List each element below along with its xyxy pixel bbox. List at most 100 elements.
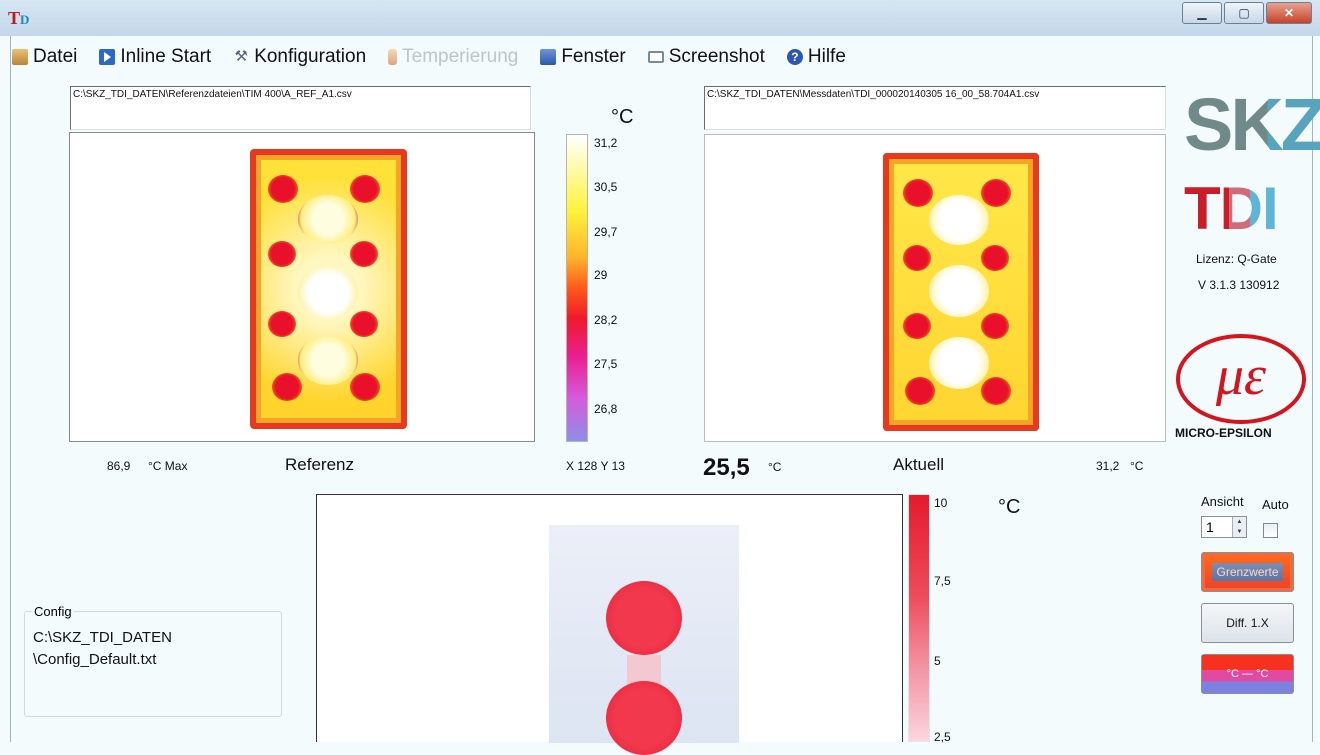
hot-spot (350, 175, 380, 203)
version-text: V 3.1.3 130912 (1198, 278, 1280, 292)
grenzwerte-label: Grenzwerte (1212, 563, 1283, 581)
temp-color-scale (566, 134, 588, 442)
difference-plate (549, 525, 739, 755)
micro-epsilon-logo: μɛ (1176, 334, 1306, 424)
temp-scale-tick: 30,5 (594, 180, 618, 194)
hot-spot (350, 373, 380, 401)
reference-plate (250, 149, 407, 429)
difference-spot (606, 581, 682, 655)
menu-temperierung-label: Temperierung (402, 46, 519, 67)
temp-scale-tick: 28,2 (594, 313, 618, 327)
menu-bar: Datei Inline Start ⚒ Konfiguration Tempe… (12, 38, 1312, 76)
view-spinner[interactable]: 1 ▲ ▼ (1201, 516, 1247, 538)
diff-button-label: Diff. 1.X (1226, 616, 1269, 630)
hot-spot (268, 241, 296, 267)
spinner-down-icon[interactable]: ▼ (1233, 527, 1246, 537)
menu-temperierung[interactable]: Temperierung (388, 46, 518, 68)
actual-plate (883, 153, 1039, 431)
reference-max-value: 86,9 (107, 459, 131, 473)
center-temperature-value: 25,5 (703, 454, 750, 481)
reference-max-label: °C Max (148, 459, 188, 473)
maximize-button[interactable]: ▢ (1224, 2, 1264, 24)
actual-path-field[interactable]: C:\SKZ_TDI_DATEN\Messdaten\TDI_000020140… (704, 86, 1166, 130)
folder-icon (12, 49, 28, 65)
hot-spot (981, 377, 1011, 405)
hot-spot (268, 311, 296, 337)
hot-spot (905, 377, 935, 405)
diff-scale-tick: 7,5 (934, 574, 951, 588)
temp-scale-unit: °C (611, 106, 634, 128)
actual-caption: Aktuell (893, 455, 945, 474)
menu-konfiguration[interactable]: ⚒ Konfiguration (233, 46, 366, 68)
tdi-logo: TDI (1184, 175, 1279, 242)
spinner-up-icon[interactable]: ▲ (1233, 517, 1246, 527)
app-frame (10, 36, 1313, 742)
sensor-ring (298, 195, 358, 243)
hot-spot (903, 245, 931, 271)
reference-thermal-image[interactable] (69, 132, 535, 442)
config-path-line1: C:\SKZ_TDI_DATEN (33, 629, 172, 646)
diff-scale-tick: 10 (934, 496, 948, 510)
screenshot-icon (647, 51, 664, 63)
menu-fenster-label: Fenster (561, 46, 626, 67)
unit-convert-button[interactable]: °C — °C (1201, 654, 1294, 694)
window-icon (540, 49, 557, 65)
menu-datei-label: Datei (33, 46, 78, 67)
hot-spot (981, 313, 1009, 339)
center-temperature-unit: °C (768, 460, 782, 474)
difference-image[interactable] (316, 494, 903, 755)
actual-value: 31,2 (1096, 459, 1120, 473)
licence-text: Lizenz: Q-Gate (1196, 252, 1277, 266)
reference-caption: Referenz (285, 455, 354, 474)
diff-scale-unit: °C (998, 496, 1021, 518)
config-legend: Config (32, 604, 74, 619)
sensor-ring (929, 337, 989, 389)
menu-hilfe[interactable]: ? Hilfe (786, 46, 846, 68)
hot-spot (350, 311, 378, 337)
reference-path-field[interactable]: C:\SKZ_TDI_DATEN\Referenzdateien\TIM 400… (70, 86, 531, 130)
grenzwerte-button[interactable]: Grenzwerte (1201, 552, 1294, 592)
minimize-button[interactable]: ▁ (1182, 2, 1222, 24)
temp-scale-tick: 31,2 (594, 136, 618, 150)
view-label: Ansicht (1201, 494, 1244, 509)
sensor-ring (929, 265, 989, 317)
temp-scale-tick: 29 (594, 268, 608, 282)
actual-path-text: C:\SKZ_TDI_DATEN\Messdaten\TDI_000020140… (707, 89, 1040, 100)
close-button[interactable]: ✕ (1266, 2, 1312, 24)
difference-spot (606, 681, 682, 755)
hot-spot (268, 175, 298, 203)
diff-button[interactable]: Diff. 1.X (1201, 603, 1294, 643)
micro-epsilon-symbol: μɛ (1215, 345, 1267, 407)
actual-thermal-image[interactable] (704, 134, 1166, 442)
thermometer-icon (388, 49, 398, 65)
menu-screenshot[interactable]: Screenshot (647, 46, 765, 68)
auto-checkbox[interactable] (1263, 523, 1278, 538)
hot-spot (272, 373, 302, 401)
config-path-line2: \Config_Default.txt (33, 651, 157, 668)
temp-scale-tick: 27,5 (594, 357, 618, 371)
menu-inline-start-label: Inline Start (120, 46, 212, 67)
temp-scale-tick: 29,7 (594, 225, 618, 239)
config-group (24, 611, 282, 717)
menu-hilfe-label: Hilfe (807, 46, 846, 67)
sensor-ring (298, 267, 358, 319)
view-spinner-value: 1 (1206, 519, 1214, 535)
reference-path-text: C:\SKZ_TDI_DATEN\Referenzdateien\TIM 400… (73, 89, 352, 100)
hot-spot (903, 313, 931, 339)
menu-datei[interactable]: Datei (12, 46, 77, 68)
diff-color-scale (908, 494, 930, 742)
title-bar: TD ▁ ▢ ✕ (0, 0, 1320, 36)
tdi-app-icon[interactable]: TD (8, 8, 30, 28)
temp-scale-tick: 26,8 (594, 402, 618, 416)
cursor-position: X 128 Y 13 (566, 459, 625, 473)
tools-icon: ⚒ (234, 48, 248, 65)
micro-epsilon-name: MICRO-EPSILON (1175, 426, 1272, 440)
menu-fenster[interactable]: Fenster (540, 46, 626, 68)
sensor-ring (298, 335, 358, 385)
play-icon (99, 49, 116, 65)
hot-spot (981, 179, 1011, 207)
diff-scale-tick: 2,5 (934, 730, 951, 744)
menu-inline-start[interactable]: Inline Start (99, 46, 211, 68)
actual-unit: °C (1130, 459, 1144, 473)
auto-label: Auto (1262, 497, 1289, 512)
